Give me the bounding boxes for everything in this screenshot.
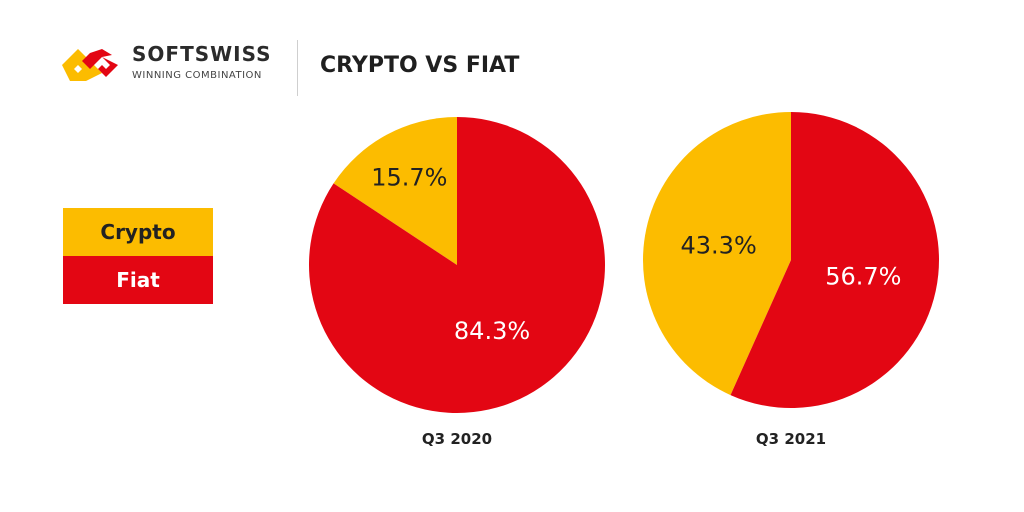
header-divider: [297, 40, 298, 96]
pie-slice-fiat-1: [730, 112, 939, 408]
legend-label-crypto: Crypto: [100, 220, 176, 244]
pie-slice-fiat-0: [309, 116, 606, 413]
pie-slice-crypto-1: [643, 112, 791, 396]
pie-slice-crypto-0: [333, 117, 457, 265]
pie-label-fiat-0: 84.3%: [454, 317, 530, 345]
pie-label-fiat-1: 56.7%: [825, 262, 901, 290]
pie-title-0: Q3 2020: [422, 430, 492, 448]
pie-label-crypto-1: 43.3%: [681, 232, 757, 260]
page-title: CRYPTO VS FIAT: [320, 53, 520, 78]
pie-label-crypto-0: 15.7%: [371, 163, 447, 191]
brand-tagline: WINNING COMBINATION: [132, 70, 262, 81]
legend: Crypto Fiat: [63, 208, 213, 304]
legend-item-crypto: Crypto: [63, 208, 213, 256]
pie-title-1: Q3 2021: [756, 430, 826, 448]
legend-label-fiat: Fiat: [116, 268, 160, 292]
softswiss-logo-icon: [62, 49, 118, 81]
brand-name: SOFTSWISS: [132, 42, 272, 66]
header: SOFTSWISS WINNING COMBINATION CRYPTO VS …: [0, 0, 1024, 110]
legend-item-fiat: Fiat: [63, 256, 213, 304]
